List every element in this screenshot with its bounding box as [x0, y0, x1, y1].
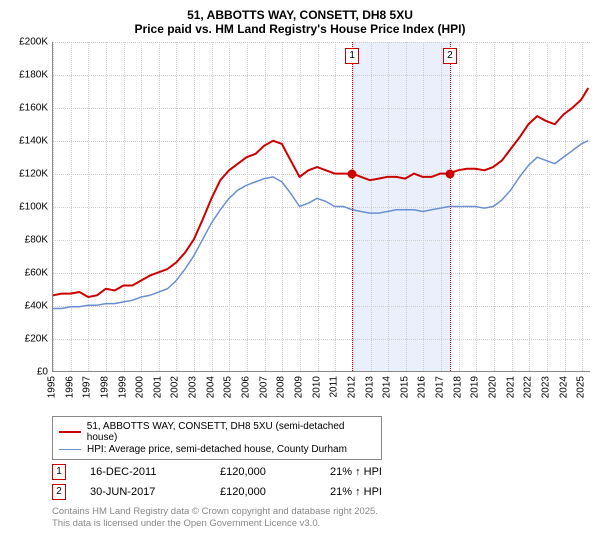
sale-pct: 21% ↑ HPI	[330, 466, 430, 478]
sale-price: £120,000	[220, 486, 330, 498]
x-tick-label: 2005	[223, 376, 234, 398]
sale-marker-line	[352, 42, 353, 371]
x-tick-label: 2019	[470, 376, 481, 398]
x-tick-label: 2021	[505, 376, 516, 398]
x-tick-label: 2012	[346, 376, 357, 398]
sale-marker-label: 1	[345, 48, 359, 64]
x-tick-label: 2015	[399, 376, 410, 398]
y-tick-label: £40K	[25, 301, 48, 312]
sale-dot	[348, 170, 357, 179]
footer-attribution: Contains HM Land Registry data © Crown c…	[52, 506, 590, 531]
sale-dot	[445, 170, 454, 179]
sale-date: 16-DEC-2011	[90, 466, 220, 478]
x-tick-label: 2004	[205, 376, 216, 398]
x-tick-label: 2007	[258, 376, 269, 398]
x-tick-label: 2017	[435, 376, 446, 398]
x-tick-label: 2008	[276, 376, 287, 398]
y-tick-label: £20K	[25, 334, 48, 345]
line-series-svg	[53, 42, 590, 371]
x-tick-label: 2018	[452, 376, 463, 398]
y-tick-label: £80K	[25, 235, 48, 246]
x-tick-label: 2014	[382, 376, 393, 398]
chart-container: 51, ABBOTTS WAY, CONSETT, DH8 5XU Price …	[0, 0, 600, 560]
sale-row-marker: 1	[52, 464, 66, 480]
sale-marker-line	[450, 42, 451, 371]
x-tick-label: 1997	[82, 376, 93, 398]
x-tick-label: 2002	[170, 376, 181, 398]
y-tick-label: £180K	[19, 70, 48, 81]
x-tick-label: 2006	[241, 376, 252, 398]
sale-marker-label: 2	[443, 48, 457, 64]
x-axis: 1995199619971998199920002001200220032004…	[52, 372, 590, 412]
sale-row: 1 16-DEC-2011£120,00021% ↑ HPI	[52, 464, 590, 480]
legend-row: HPI: Average price, semi-detached house,…	[59, 444, 375, 455]
footer-line2: This data is licensed under the Open Gov…	[52, 518, 590, 530]
sale-date: 30-JUN-2017	[90, 486, 220, 498]
x-tick-label: 2013	[364, 376, 375, 398]
x-tick-label: 2022	[523, 376, 534, 398]
legend-row: 51, ABBOTTS WAY, CONSETT, DH8 5XU (semi-…	[59, 421, 375, 443]
x-tick-label: 2003	[188, 376, 199, 398]
y-tick-label: £140K	[19, 136, 48, 147]
footer-line1: Contains HM Land Registry data © Crown c…	[52, 506, 590, 518]
title-subtitle: Price paid vs. HM Land Registry's House …	[10, 22, 590, 36]
sale-row-marker: 2	[52, 484, 66, 500]
sale-price: £120,000	[220, 466, 330, 478]
x-tick-label: 2000	[135, 376, 146, 398]
series-hpi	[53, 141, 588, 309]
x-tick-label: 2011	[329, 376, 340, 398]
x-tick-label: 2009	[293, 376, 304, 398]
legend: 51, ABBOTTS WAY, CONSETT, DH8 5XU (semi-…	[52, 416, 382, 460]
legend-label: 51, ABBOTTS WAY, CONSETT, DH8 5XU (semi-…	[87, 421, 375, 443]
x-tick-label: 2023	[540, 376, 551, 398]
sale-pct: 21% ↑ HPI	[330, 486, 430, 498]
chart-area: £0£20K£40K£60K£80K£100K£120K£140K£160K£1…	[10, 42, 590, 412]
x-tick-label: 2001	[152, 376, 163, 398]
x-tick-label: 1999	[117, 376, 128, 398]
x-tick-label: 2025	[576, 376, 587, 398]
title-block: 51, ABBOTTS WAY, CONSETT, DH8 5XU Price …	[10, 8, 590, 36]
sale-rows: 1 16-DEC-2011£120,00021% ↑ HPI 2 30-JUN-201…	[52, 464, 590, 500]
x-tick-label: 2024	[558, 376, 569, 398]
x-tick-label: 2016	[417, 376, 428, 398]
legend-label: HPI: Average price, semi-detached house,…	[87, 444, 347, 455]
x-tick-label: 1998	[99, 376, 110, 398]
x-tick-label: 2020	[487, 376, 498, 398]
legend-swatch	[59, 449, 81, 450]
y-tick-label: £120K	[19, 169, 48, 180]
y-axis: £0£20K£40K£60K£80K£100K£120K£140K£160K£1…	[10, 42, 52, 372]
legend-swatch	[59, 431, 81, 433]
plot-area: 12	[52, 42, 590, 372]
x-tick-label: 1996	[64, 376, 75, 398]
y-tick-label: £100K	[19, 202, 48, 213]
x-tick-label: 1995	[47, 376, 58, 398]
y-tick-label: £60K	[25, 268, 48, 279]
sale-row: 2 30-JUN-2017£120,00021% ↑ HPI	[52, 484, 590, 500]
title-address: 51, ABBOTTS WAY, CONSETT, DH8 5XU	[10, 8, 590, 22]
y-tick-label: £160K	[19, 103, 48, 114]
x-tick-label: 2010	[311, 376, 322, 398]
y-tick-label: £200K	[19, 37, 48, 48]
